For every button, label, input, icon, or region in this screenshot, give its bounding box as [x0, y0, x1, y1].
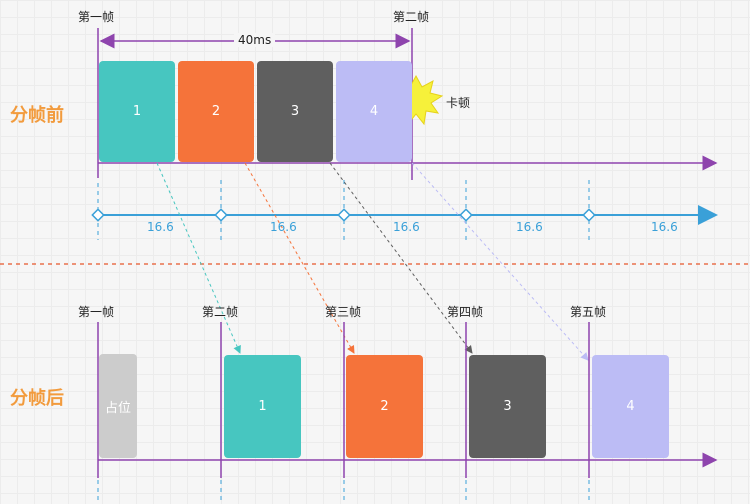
tick-interval-label: 16.6 — [393, 220, 420, 234]
duration-label: 40ms — [234, 33, 276, 47]
split-task-block-3: 3 — [469, 355, 546, 458]
frame-label-second: 第二帧 — [393, 10, 430, 24]
task-block-label: 3 — [290, 104, 300, 119]
mapping-arrow-4 — [411, 162, 589, 361]
stall-label: 卡顿 — [446, 96, 471, 110]
frame-label: 第一帧 — [78, 305, 115, 319]
task-block-2: 2 — [178, 61, 254, 162]
task-block-label: 4 — [369, 104, 379, 119]
tick-interval-label: 16.6 — [147, 220, 174, 234]
task-block-label: 1 — [132, 104, 142, 119]
tick-marker — [91, 208, 105, 222]
task-block-1: 1 — [99, 61, 175, 162]
split-task-block-4: 4 — [592, 355, 669, 458]
tick-interval-label: 16.6 — [516, 220, 543, 234]
tick-marker — [337, 208, 351, 222]
task-block-label: 4 — [626, 399, 635, 414]
frame-label-first: 第一帧 — [78, 10, 115, 24]
tick-interval-label: 16.6 — [651, 220, 678, 234]
task-block-4: 4 — [336, 61, 412, 162]
mapping-arrow-3 — [329, 162, 473, 354]
task-block-label: 3 — [503, 399, 512, 414]
split-task-block-2: 2 — [346, 355, 423, 458]
split-task-block-1: 1 — [224, 355, 301, 458]
section-title-after: 分帧后 — [10, 388, 64, 409]
tick-marker — [582, 208, 596, 222]
frame-label: 第三帧 — [325, 305, 362, 319]
placeholder-block: 占位 — [99, 354, 137, 458]
mapping-arrow-2 — [244, 162, 355, 354]
frame-label: 第五帧 — [570, 305, 607, 319]
tick-marker — [214, 208, 228, 222]
section-title-before: 分帧前 — [10, 105, 64, 126]
frame-label: 第二帧 — [202, 305, 239, 319]
tick-interval-label: 16.6 — [270, 220, 297, 234]
task-block-label: 2 — [211, 104, 221, 119]
placeholder-label: 占位 — [104, 400, 131, 416]
tick-marker — [459, 208, 473, 222]
task-block-3: 3 — [257, 61, 333, 162]
task-block-label: 2 — [380, 399, 389, 414]
frame-label: 第四帧 — [447, 305, 484, 319]
mapping-arrow-1 — [156, 162, 241, 354]
task-block-label: 1 — [258, 399, 267, 414]
